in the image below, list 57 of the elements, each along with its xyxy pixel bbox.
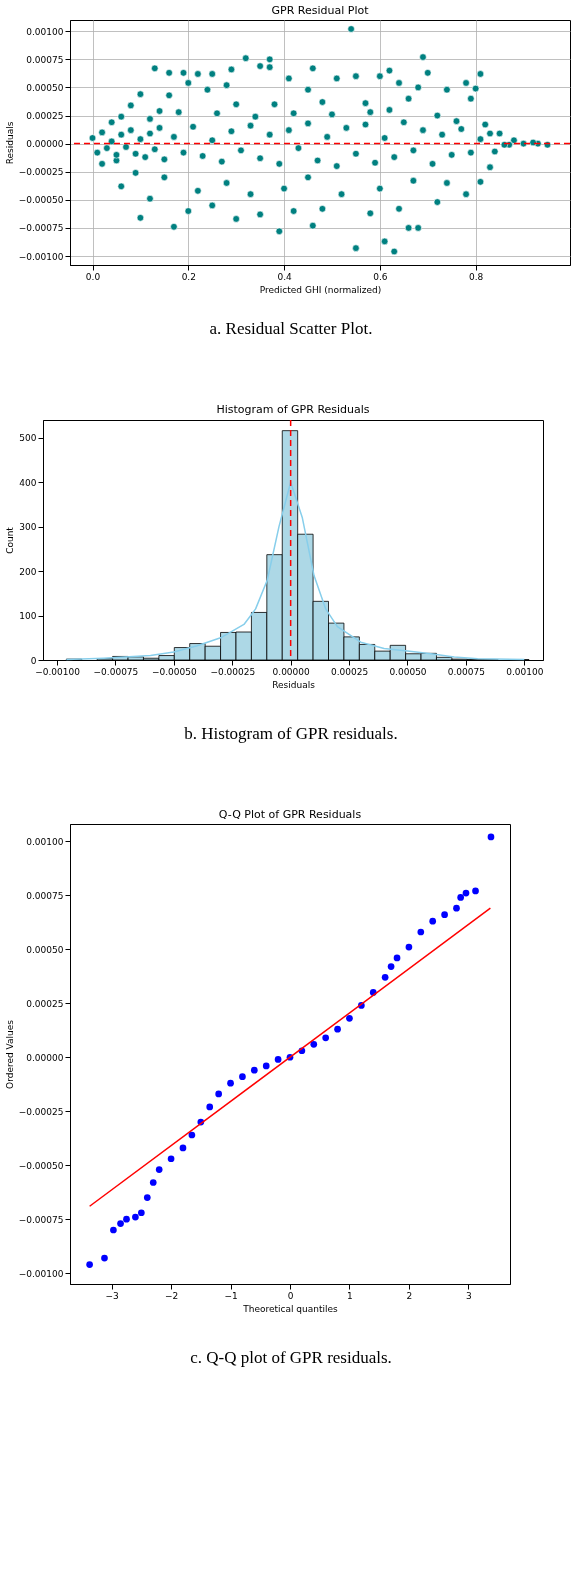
text: a. Residual Scatter Plot. <box>208 319 374 339</box>
y-tick-label: 0.00025 <box>26 998 64 1009</box>
x-tick-label: 0.6 <box>373 271 388 282</box>
x-axis-title: Predicted GHI (normalized) <box>259 284 382 295</box>
x-axis-title: Theoretical quantiles <box>242 1303 339 1314</box>
y-tick-label: −0.00075 <box>18 223 64 234</box>
y-tick-label: −0.00100 <box>18 1268 64 1279</box>
x-tick-label: 0 <box>287 1290 294 1301</box>
y-tick-label: 0.00000 <box>26 139 64 150</box>
x-axis-title: Residuals <box>272 679 316 690</box>
x-tick-label: 0.2 <box>181 271 196 282</box>
y-axis-title: Residuals <box>4 121 15 165</box>
x-tick-label: 1 <box>347 1290 353 1301</box>
y-tick-label: 200 <box>19 566 37 577</box>
y-tick-label: 400 <box>19 477 37 488</box>
chart-title: GPR Residual Plot <box>271 4 370 17</box>
y-tick-label: 0.00025 <box>26 111 64 122</box>
x-tick-label: 0.8 <box>468 271 484 282</box>
text: b. Histogram of GPR residuals. <box>183 724 399 744</box>
x-tick-label: −0.00050 <box>151 666 197 677</box>
x-tick-label: −2 <box>164 1290 179 1301</box>
x-tick-label: −1 <box>224 1290 238 1301</box>
y-tick-label: 0.00050 <box>26 944 64 955</box>
y-tick-label: −0.00050 <box>18 1160 64 1171</box>
y-tick-label: 0.00000 <box>26 1052 64 1063</box>
x-tick-label: 0.00075 <box>447 666 486 677</box>
y-axis-title: Count <box>5 526 16 554</box>
x-tick-label: 0.0 <box>85 271 101 282</box>
x-tick-label: 2 <box>406 1290 413 1301</box>
y-tick-label: 0.00075 <box>26 54 64 65</box>
x-tick-label: 0.00000 <box>272 666 311 677</box>
x-tick-label: −3 <box>105 1290 119 1301</box>
y-tick-label: 500 <box>19 433 37 444</box>
x-tick-label: −0.00025 <box>210 666 256 677</box>
x-tick-label: −0.00100 <box>35 666 81 677</box>
y-tick-label: 0.00075 <box>26 890 64 901</box>
y-tick-label: 0.00100 <box>26 26 64 37</box>
x-tick-label: 3 <box>466 1290 472 1301</box>
y-tick-label: −0.00100 <box>18 251 64 262</box>
y-tick-label: 0 <box>30 655 37 666</box>
chart-title: Histogram of GPR Residuals <box>216 403 370 417</box>
text: c. Q-Q plot of GPR residuals. <box>189 1348 393 1368</box>
y-tick-label: −0.00075 <box>18 1214 64 1225</box>
y-tick-label: −0.00050 <box>18 195 64 206</box>
x-tick-label: 0.00025 <box>330 666 369 677</box>
x-tick-label: 0.00050 <box>389 666 427 677</box>
x-tick-label: 0.4 <box>277 271 292 282</box>
y-axis-title: Ordered Values <box>4 1019 15 1089</box>
x-tick-label: 0.00100 <box>506 666 544 677</box>
y-tick-label: 0.00100 <box>26 836 64 847</box>
y-tick-label: 100 <box>19 611 37 622</box>
y-tick-label: −0.00025 <box>18 1106 64 1117</box>
y-tick-label: 0.00050 <box>26 82 64 93</box>
y-tick-label: −0.00025 <box>18 167 64 178</box>
chart-title: Q-Q Plot of GPR Residuals <box>218 808 362 821</box>
y-tick-label: 300 <box>19 522 37 533</box>
x-tick-label: −0.00075 <box>93 666 139 677</box>
